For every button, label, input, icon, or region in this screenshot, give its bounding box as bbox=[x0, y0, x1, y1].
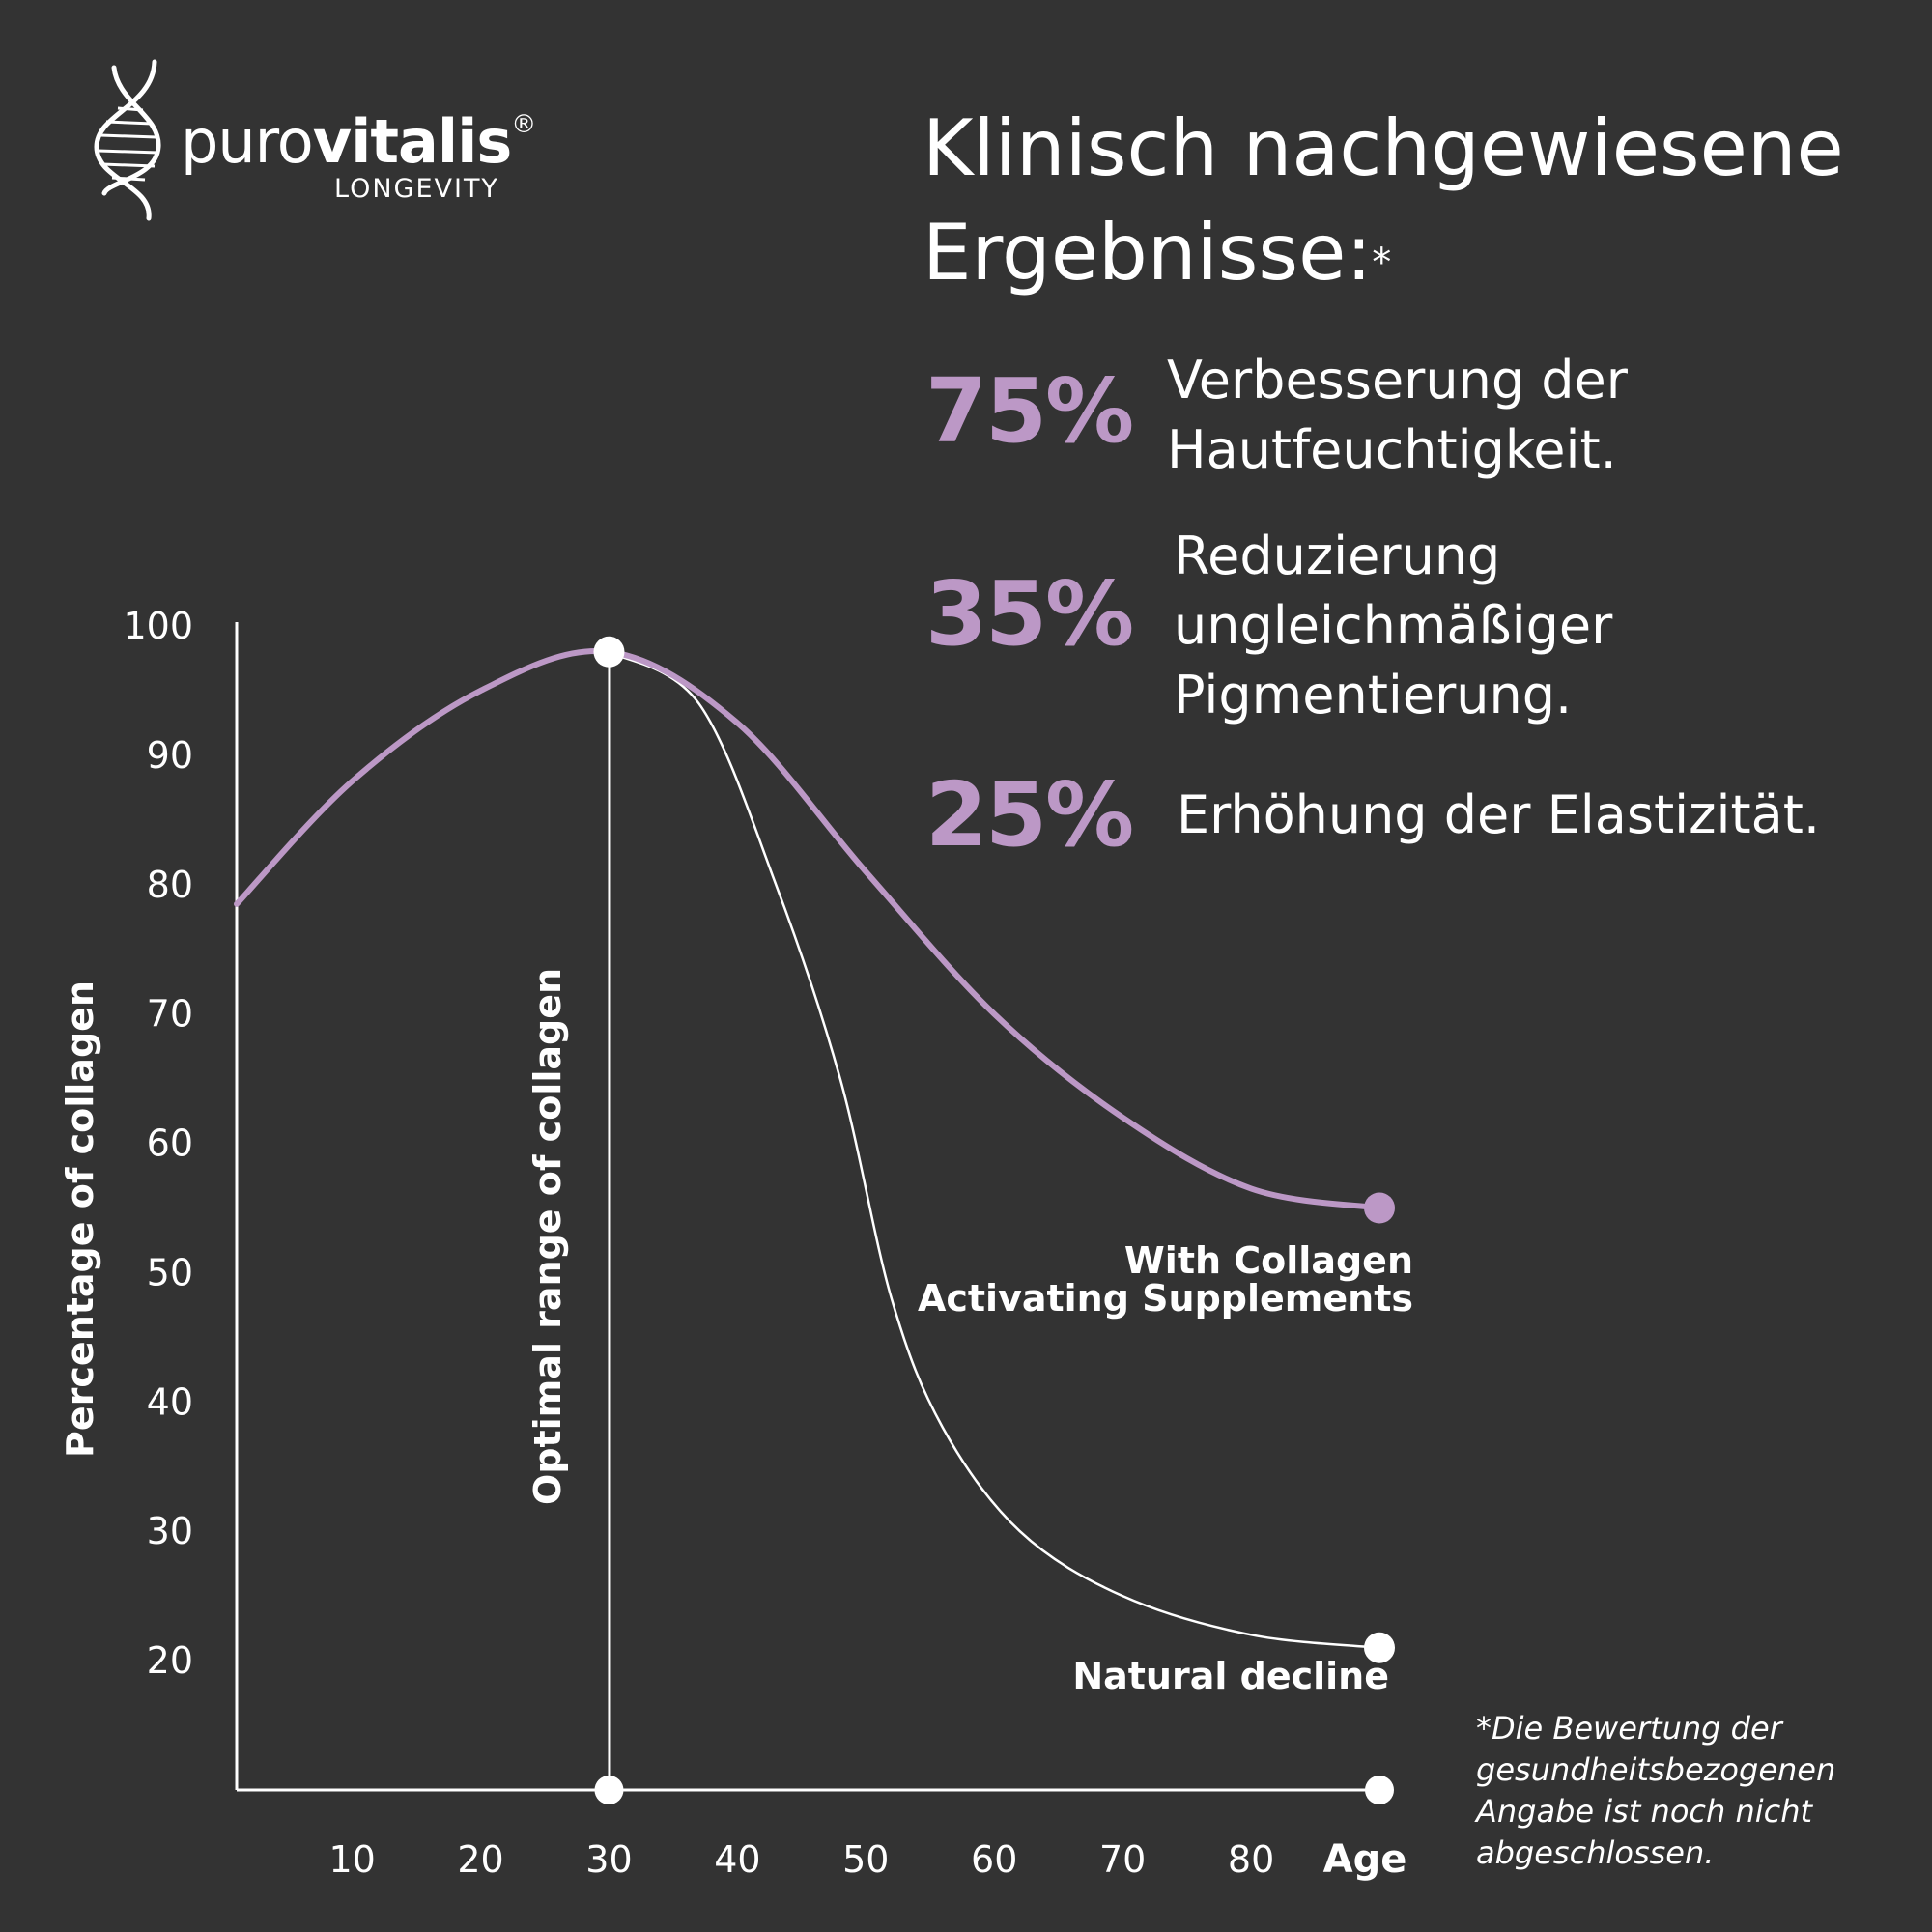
stat-value-moisture: 75% bbox=[925, 359, 1134, 463]
y-axis-label: Percentage of collagen bbox=[59, 980, 101, 1458]
brand-name-bold: vitalis bbox=[312, 106, 513, 177]
x-tick-label: 20 bbox=[457, 1838, 503, 1881]
brand-name-light: puro bbox=[181, 106, 314, 177]
footnote-line: Angabe ist noch nicht bbox=[1476, 1793, 1813, 1830]
supplement-end-marker bbox=[1364, 1192, 1395, 1224]
x-tick-label: 80 bbox=[1228, 1838, 1274, 1881]
y-tick-label: 90 bbox=[147, 734, 193, 777]
y-tick-label: 20 bbox=[147, 1639, 193, 1682]
x-tick-label: 10 bbox=[328, 1838, 375, 1881]
brand-wordmark: purovitalis® bbox=[181, 106, 536, 177]
stat-value-elasticity: 25% bbox=[925, 763, 1134, 867]
footnote: *Die Bewertung der gesundheitsbezogenen … bbox=[1476, 1708, 1920, 1874]
y-tick-label: 40 bbox=[147, 1380, 193, 1423]
stat-text-line: ungleichmäßiger bbox=[1174, 595, 1613, 656]
stat-text-line: Verbesserung der bbox=[1167, 350, 1628, 411]
stat-value-pigmentation: 35% bbox=[925, 562, 1134, 666]
stat-text-line: Pigmentierung. bbox=[1174, 665, 1573, 725]
x-tick-label: 40 bbox=[714, 1838, 760, 1881]
optimal-range-label: Optimal range of collagen bbox=[526, 968, 569, 1505]
stat-text-line: Erhöhung der Elastizität. bbox=[1177, 784, 1821, 845]
stat-text-elasticity: Erhöhung der Elastizität. bbox=[1177, 781, 1820, 850]
footnote-line: abgeschlossen. bbox=[1476, 1834, 1715, 1871]
stat-text-moisture: Verbesserung der Hautfeuchtigkeit. bbox=[1167, 346, 1628, 485]
title-line-2: Ergebnisse:* bbox=[923, 201, 1927, 305]
footnote-line: gesundheitsbezogenen bbox=[1476, 1751, 1836, 1788]
stat-text-line: Hautfeuchtigkeit. bbox=[1167, 419, 1617, 480]
natural-decline-line bbox=[608, 650, 1380, 1649]
x-tick-label: 60 bbox=[971, 1838, 1017, 1881]
dna-helix-icon bbox=[94, 59, 161, 221]
x-axis-label: Age bbox=[1323, 1837, 1407, 1882]
peak-marker bbox=[593, 636, 625, 668]
x-tick-label: 70 bbox=[1099, 1838, 1146, 1881]
series-label-supplement: Activating Supplements bbox=[918, 1277, 1413, 1320]
brand-subline: LONGEVITY bbox=[334, 174, 499, 204]
y-tick-label: 30 bbox=[147, 1510, 193, 1552]
stat-text-pigmentation: Reduzierung ungleichmäßiger Pigmentierun… bbox=[1174, 522, 1612, 730]
y-tick-label: 60 bbox=[147, 1122, 193, 1165]
y-tick-label: 70 bbox=[147, 993, 193, 1036]
x-tick-label: 30 bbox=[585, 1838, 632, 1881]
registered-mark: ® bbox=[511, 110, 536, 139]
brand-logo: purovitalis® LONGEVITY bbox=[89, 58, 591, 222]
footnote-line: *Die Bewertung der bbox=[1476, 1710, 1782, 1747]
x-axis-end-marker bbox=[1365, 1776, 1394, 1804]
series-label-natural: Natural decline bbox=[1072, 1655, 1389, 1697]
title-asterisk: * bbox=[1372, 241, 1392, 285]
y-tick-label: 100 bbox=[123, 605, 193, 647]
natural-end-marker bbox=[1364, 1632, 1395, 1663]
series-label-supplement: With Collagen bbox=[1124, 1239, 1413, 1282]
x-axis-marker-30 bbox=[594, 1776, 624, 1804]
x-tick-label: 50 bbox=[842, 1838, 889, 1881]
y-tick-label: 50 bbox=[147, 1251, 193, 1293]
stat-text-line: Reduzierung bbox=[1174, 526, 1501, 586]
title-line-2-text: Ergebnisse: bbox=[923, 208, 1373, 298]
page-title: Klinisch nachgewiesene Ergebnisse:* bbox=[923, 97, 1927, 305]
title-line-1: Klinisch nachgewiesene bbox=[923, 103, 1844, 193]
y-tick-label: 80 bbox=[147, 864, 193, 906]
supplement-line bbox=[234, 647, 1382, 1211]
